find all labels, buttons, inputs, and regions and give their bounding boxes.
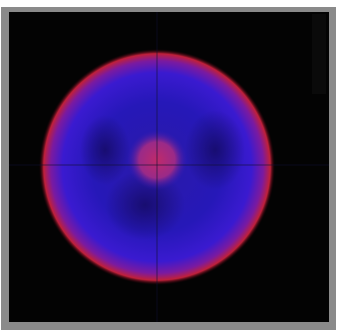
overlay-readout bbox=[312, 14, 326, 94]
beam-shadow bbox=[185, 110, 245, 190]
beam-shadow bbox=[80, 115, 130, 185]
